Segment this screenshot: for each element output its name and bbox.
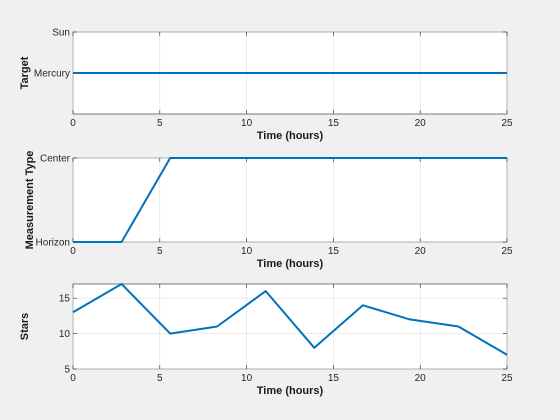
y-tick-label: Horizon <box>36 238 70 249</box>
x-tick-label: 10 <box>241 246 253 257</box>
y-tick-label: Sun <box>52 28 70 39</box>
x-tick-label: 25 <box>501 118 513 129</box>
x-tick-label: 10 <box>241 373 253 384</box>
subplot-2: 0 5 10 15 20 25 Horizon Center Time (hours) Measu… <box>24 151 513 270</box>
y-tick-label: 5 <box>64 365 70 376</box>
x-axis-label: Time (hours) <box>257 258 324 270</box>
y-tick-label: Mercury <box>34 69 70 80</box>
series-line <box>72 283 508 356</box>
x-tick-label: 5 <box>157 373 163 384</box>
x-tick-label: 5 <box>157 246 163 257</box>
x-tick-label: 20 <box>415 246 427 257</box>
series-line <box>73 157 507 243</box>
x-tick-label: 5 <box>157 118 163 129</box>
x-tick-label: 15 <box>328 373 340 384</box>
x-tick-label: 0 <box>70 246 76 257</box>
x-tick-label: 20 <box>415 118 427 129</box>
x-tick-label: 10 <box>241 118 253 129</box>
y-tick-label: 15 <box>59 294 71 305</box>
plot-area <box>72 283 508 370</box>
x-tick-label: 25 <box>501 246 513 257</box>
plot-area <box>72 157 508 243</box>
x-tick-label: 0 <box>70 373 76 384</box>
x-tick-label: 0 <box>70 118 76 129</box>
x-tick-label: 20 <box>415 373 427 384</box>
x-axis-label: Time (hours) <box>257 385 324 397</box>
y-axis-label: Target <box>19 56 31 89</box>
x-axis-label: Time (hours) <box>257 130 324 142</box>
y-axis-label: Measurement Type <box>24 151 36 250</box>
y-axis-label: Stars <box>19 313 31 341</box>
subplot-1: 0 5 10 15 20 25 Mercury Sun Time (hours) Target <box>19 28 513 143</box>
x-tick-label: 25 <box>501 373 513 384</box>
x-tick-label: 15 <box>328 118 340 129</box>
y-tick-label: 10 <box>59 329 71 340</box>
x-tick-label: 15 <box>328 246 340 257</box>
y-tick-label: Center <box>40 154 71 165</box>
